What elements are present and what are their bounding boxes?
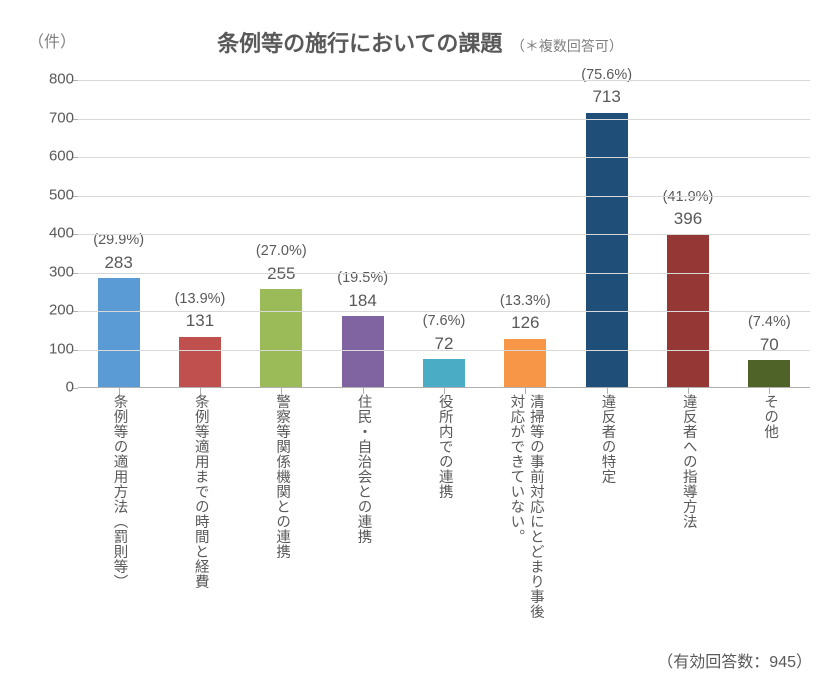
x-label: 違反者の特定 — [597, 394, 617, 484]
chart-title-row: 条例等の施行においての課題 （＊複数回答可） — [0, 26, 840, 58]
bar-pct: (7.6%) — [423, 311, 466, 333]
x-tick-mark — [363, 388, 364, 394]
x-label: 条例等適用までの時間と経費 — [190, 394, 210, 589]
y-tick-label: 300 — [34, 263, 74, 280]
gridline — [78, 119, 810, 120]
x-tick-mark — [688, 388, 689, 394]
y-tick-label: 400 — [34, 225, 74, 242]
bar: (29.9%)283 — [98, 278, 140, 387]
y-tick-label: 700 — [34, 109, 74, 126]
chart-title-note: （＊複数回答可） — [511, 38, 623, 54]
x-label: 条例等の適用方法（罰則等） — [109, 394, 129, 589]
y-tick-label: 800 — [34, 71, 74, 88]
gridline — [78, 350, 810, 351]
bar-value-group: (75.6%)713 — [581, 65, 632, 109]
bar-pct: (41.9%) — [663, 187, 714, 209]
bar-value: 396 — [663, 208, 714, 230]
bar-value: 713 — [581, 86, 632, 108]
bar-value: 126 — [500, 312, 551, 334]
chart-container: （件） 条例等の施行においての課題 （＊複数回答可） (29.9%)283(13… — [0, 0, 840, 694]
bar-pct: (13.3%) — [500, 291, 551, 313]
bar-value-group: (13.3%)126 — [500, 291, 551, 335]
bar-value-group: (29.9%)283 — [93, 230, 144, 274]
bar-value-group: (27.0%)255 — [256, 241, 307, 285]
y-tick-label: 100 — [34, 340, 74, 357]
x-tick-mark — [444, 388, 445, 394]
x-label: 清掃等の事前対応にとどまり事後 対応ができていない。 — [506, 394, 545, 619]
x-label: 警察等関係機関との連携 — [272, 394, 292, 559]
bar: (19.5%)184 — [342, 316, 384, 387]
bar-pct: (13.9%) — [175, 289, 226, 311]
x-tick-mark — [607, 388, 608, 394]
gridline — [78, 234, 810, 235]
bar-value: 283 — [93, 252, 144, 274]
bar-value-group: (41.9%)396 — [663, 187, 714, 231]
bar-pct: (7.4%) — [748, 312, 791, 334]
gridline — [78, 273, 810, 274]
bar-pct: (75.6%) — [581, 65, 632, 87]
plot-area: (29.9%)283 (13.9%)131 (27.0%)255 (19.5%)184… — [78, 80, 810, 388]
bar-value: 131 — [175, 310, 226, 332]
x-tick-mark — [281, 388, 282, 394]
bar-value: 72 — [423, 333, 466, 355]
x-tick-mark — [769, 388, 770, 394]
bar: (7.6%)72 — [423, 359, 465, 387]
gridline — [78, 80, 810, 81]
bar: (27.0%)255 — [260, 289, 302, 387]
x-label: 役所内での連携 — [434, 394, 454, 499]
bar-value: 184 — [337, 290, 388, 312]
y-tick-label: 0 — [34, 379, 74, 396]
bar-value: 70 — [748, 334, 791, 356]
x-tick-mark — [119, 388, 120, 394]
gridline — [78, 311, 810, 312]
y-tick-label: 500 — [34, 186, 74, 203]
bar: (7.4%)70 — [748, 360, 790, 387]
x-label: 違反者への指導方法 — [678, 394, 698, 529]
bar: (75.6%)713 — [586, 113, 628, 388]
footer-note: （有効回答数：945） — [657, 648, 812, 672]
bar-value: 255 — [256, 263, 307, 285]
bar: (13.3%)126 — [504, 339, 546, 388]
chart-title: 条例等の施行においての課題 — [217, 31, 502, 56]
x-tick-mark — [525, 388, 526, 394]
bar-value-group: (19.5%)184 — [337, 268, 388, 312]
y-tick-label: 600 — [34, 148, 74, 165]
bar-pct: (27.0%) — [256, 241, 307, 263]
bar: (13.9%)131 — [179, 337, 221, 387]
gridline — [78, 157, 810, 158]
y-tick-label: 200 — [34, 302, 74, 319]
gridline — [78, 196, 810, 197]
x-label: 住民・自治会との連携 — [353, 394, 373, 544]
x-tick-mark — [200, 388, 201, 394]
x-label: その他 — [760, 394, 780, 439]
